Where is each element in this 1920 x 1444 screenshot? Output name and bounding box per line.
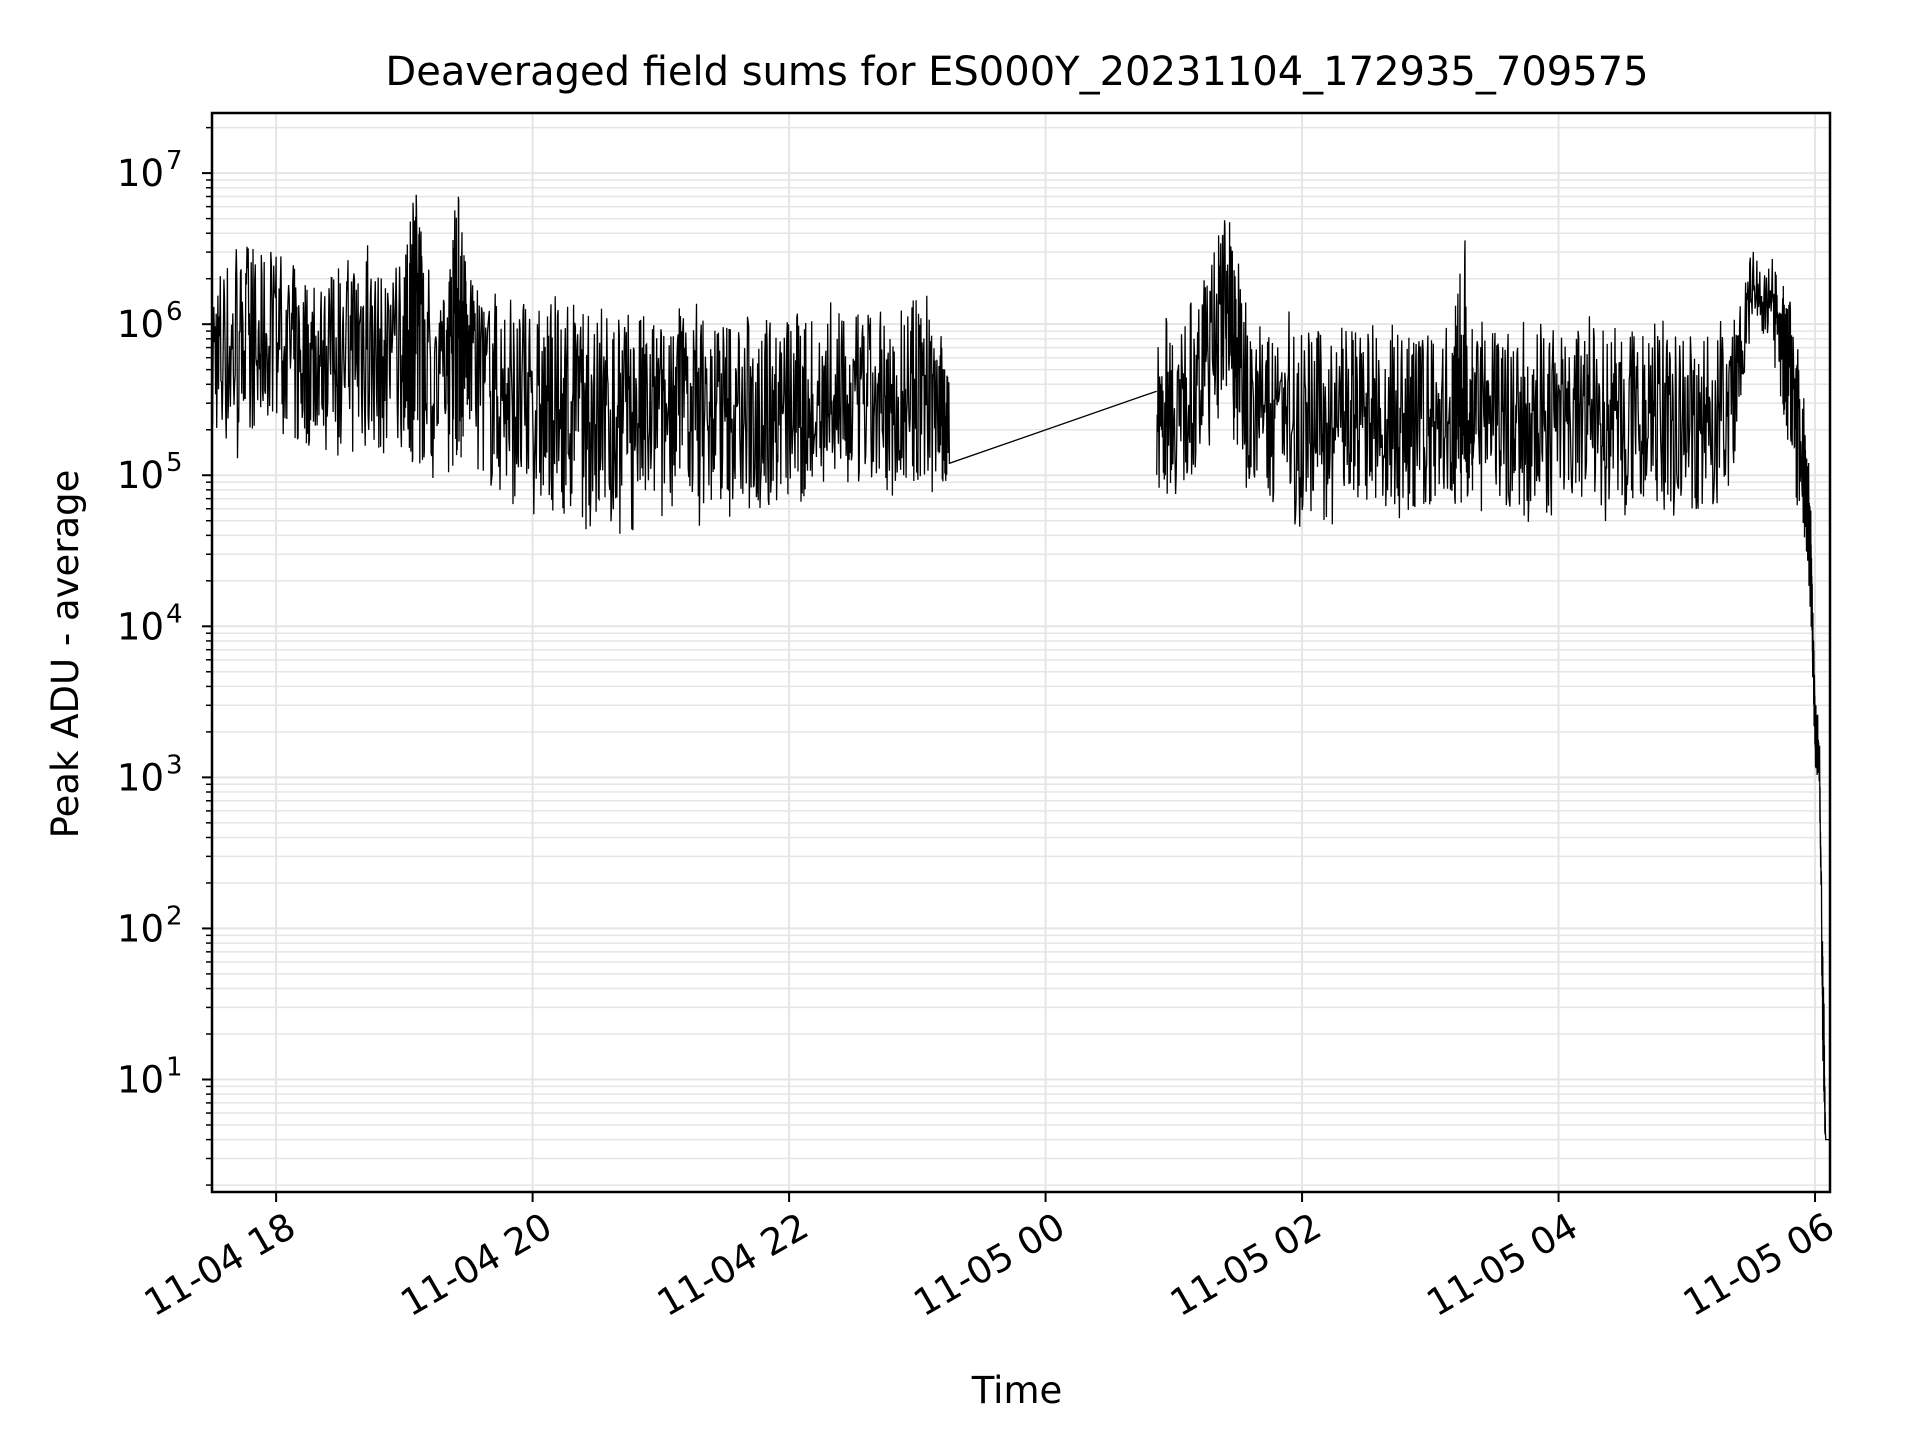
y-tick-label-exponent: 2: [166, 901, 183, 931]
y-tick-label-exponent: 4: [166, 599, 183, 629]
x-axis: 11-04 18 11-04 20 11-04 22 11-05 00 11-05 02…: [137, 1192, 1842, 1325]
grid-lines: [212, 113, 1830, 1192]
y-tick-label: 10: [117, 152, 164, 195]
x-axis-label: Time: [971, 1369, 1063, 1412]
y-tick-label-exponent: 1: [166, 1052, 183, 1082]
y-tick-label-exponent: 3: [166, 750, 183, 780]
x-tick-label: 11-04 20: [394, 1205, 560, 1325]
y-tick-label: 10: [117, 605, 164, 648]
x-tick-label: 11-05 06: [1676, 1205, 1842, 1325]
y-tick-label-exponent: 6: [166, 297, 183, 327]
y-tick-label: 10: [117, 1058, 164, 1101]
x-tick-label: 11-05 04: [1419, 1205, 1585, 1325]
x-tick-label: 11-05 00: [907, 1205, 1073, 1325]
y-tick-label-exponent: 7: [166, 146, 183, 176]
y-tick-label: 10: [117, 454, 164, 497]
x-tick-label: 11-05 02: [1163, 1205, 1329, 1325]
y-axis-label: Peak ADU - average: [44, 470, 87, 839]
series-line: [211, 194, 1830, 1141]
y-tick-label: 10: [117, 303, 164, 346]
y-tick-label: 10: [117, 756, 164, 799]
x-tick-label: 11-04 22: [650, 1205, 816, 1325]
y-tick-label: 10: [117, 907, 164, 950]
plot-area: [211, 194, 1830, 1141]
chart-title: Deaveraged field sums for ES000Y_2023110…: [385, 49, 1648, 95]
plot-frame: [210, 111, 1832, 1194]
x-tick-label: 11-04 18: [137, 1205, 303, 1325]
y-tick-label-exponent: 5: [166, 448, 183, 478]
